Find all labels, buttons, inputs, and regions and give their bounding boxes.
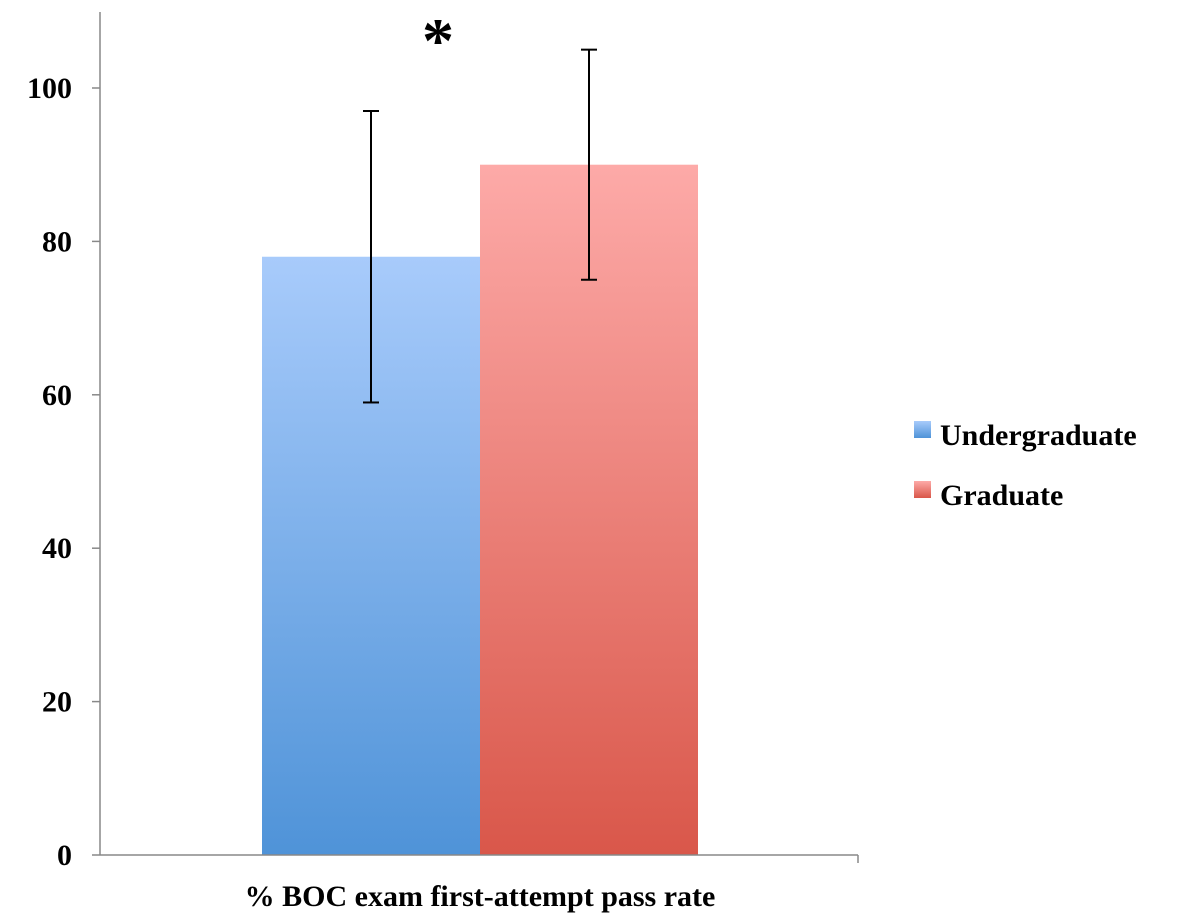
bars-layer: [262, 164, 698, 855]
significance-asterisk: *: [422, 5, 454, 76]
y-tick-label: 60: [42, 379, 72, 412]
x-category-label: % BOC exam first-attempt pass rate: [245, 880, 716, 913]
axes-layer: [92, 12, 859, 863]
y-tick-label: 20: [42, 686, 72, 719]
error-bars-layer: [363, 48, 597, 404]
legend: Undergraduate Graduate: [914, 419, 1137, 512]
legend-swatch-undergraduate: [914, 421, 931, 438]
y-tick-label: 80: [42, 225, 72, 258]
y-tick-label: 100: [27, 72, 72, 105]
legend-label-graduate: Graduate: [940, 479, 1063, 512]
y-tick-label: 0: [57, 839, 72, 872]
labels-layer: 0 20 40 60 80 100 % BOC exam first-attempt pas…: [27, 5, 715, 913]
legend-swatch-graduate: [914, 481, 931, 498]
y-tick-label: 40: [42, 532, 72, 565]
legend-label-undergraduate: Undergraduate: [940, 419, 1137, 452]
